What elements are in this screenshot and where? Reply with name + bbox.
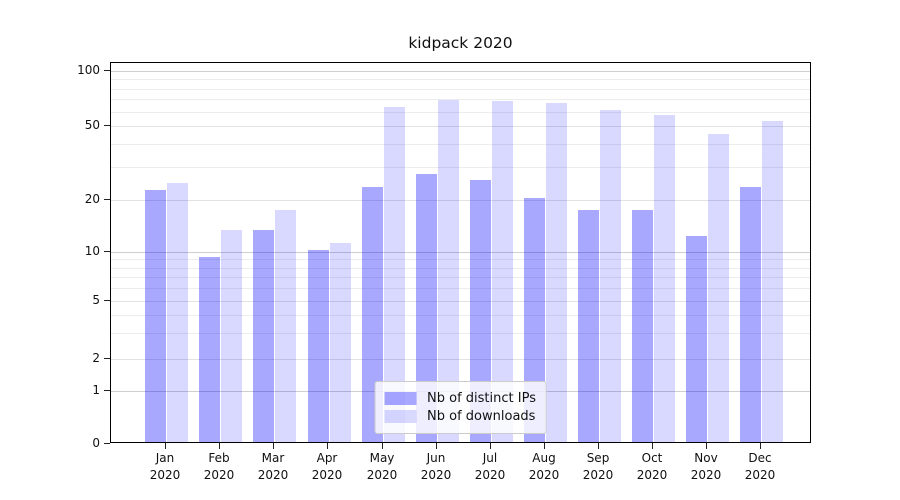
bar-downloads-jan [167, 183, 189, 442]
x-axis-tick-dec [760, 443, 761, 449]
y-axis-tick-label-50: 50 [84, 118, 100, 132]
y-axis-tick-2 [104, 358, 110, 359]
x-axis-tick-nov [706, 443, 707, 449]
bar-distinct-ips-may [361, 186, 383, 442]
x-axis-tick-label-nov: Nov 2020 [690, 451, 722, 482]
gridline-y-90 [111, 79, 810, 80]
legend-label-downloads: Nb of downloads [427, 409, 536, 424]
x-axis-tick-label-jul: Jul 2020 [474, 451, 506, 482]
legend: Nb of distinct IPs Nb of downloads [374, 381, 547, 434]
bar-downloads-aug [545, 103, 567, 442]
x-axis-tick-feb [219, 443, 220, 449]
gridline-y-5 [111, 301, 810, 302]
y-axis-tick-label-20: 20 [84, 192, 100, 206]
x-axis-tick-oct [652, 443, 653, 449]
gridline-y-10 [111, 252, 810, 253]
y-axis-tick-label-0: 0 [92, 436, 100, 450]
bar-downloads-sep [599, 109, 621, 442]
bar-distinct-ips-oct [631, 210, 653, 442]
legend-item-distinct-ips: Nb of distinct IPs [384, 391, 536, 406]
bar-distinct-ips-dec [739, 186, 761, 442]
bar-downloads-feb [221, 230, 243, 442]
gridline-y-7 [111, 277, 810, 278]
legend-label-distinct-ips: Nb of distinct IPs [427, 391, 536, 406]
x-axis-tick-label-jan: Jan 2020 [149, 451, 181, 482]
gridline-y-50 [111, 126, 810, 127]
bar-distinct-ips-mar [253, 230, 275, 442]
bar-distinct-ips-nov [685, 236, 707, 442]
x-axis-tick-label-jun: Jun 2020 [420, 451, 452, 482]
x-axis-tick-label-aug: Aug 2020 [528, 451, 560, 482]
legend-item-downloads: Nb of downloads [384, 409, 536, 424]
bar-downloads-jul [491, 100, 513, 442]
bar-distinct-ips-sep [577, 210, 599, 442]
x-axis-tick-aug [544, 443, 545, 449]
y-axis-tick-100 [104, 70, 110, 71]
gridline-y-3 [111, 333, 810, 334]
x-axis-tick-jul [490, 443, 491, 449]
gridline-y-30 [111, 167, 810, 168]
bar-distinct-ips-apr [307, 250, 329, 442]
gridline-y-2 [111, 359, 810, 360]
legend-swatch-distinct-ips [384, 392, 417, 405]
bar-distinct-ips-feb [199, 257, 221, 442]
x-axis-tick-label-oct: Oct 2020 [636, 451, 668, 482]
y-axis-tick-label-10: 10 [84, 244, 100, 258]
y-axis-tick-label-5: 5 [92, 293, 100, 307]
bar-downloads-dec [761, 120, 783, 442]
y-axis-tick-20 [104, 199, 110, 200]
gridline-y-60 [111, 112, 810, 113]
gridline-y-80 [111, 89, 810, 90]
bar-downloads-apr [329, 242, 351, 442]
bar-downloads-jun [437, 99, 459, 442]
gridline-y-100 [111, 71, 810, 72]
x-axis-tick-apr [327, 443, 328, 449]
x-axis-tick-label-feb: Feb 2020 [203, 451, 235, 482]
x-axis-tick-jan [165, 443, 166, 449]
bar-downloads-nov [707, 134, 729, 442]
bar-downloads-oct [653, 115, 675, 442]
y-axis-tick-50 [104, 125, 110, 126]
gridline-y-6 [111, 288, 810, 289]
y-axis-tick-5 [104, 300, 110, 301]
y-axis-tick-0 [104, 443, 110, 444]
gridline-y-20 [111, 200, 810, 201]
x-axis-tick-label-apr: Apr 2020 [311, 451, 343, 482]
gridline-y-8 [111, 268, 810, 269]
x-axis-tick-mar [273, 443, 274, 449]
bar-downloads-mar [275, 210, 297, 442]
x-axis-tick-label-dec: Dec 2020 [744, 451, 776, 482]
y-axis-tick-10 [104, 251, 110, 252]
plot-area: Nb of distinct IPs Nb of downloads [110, 62, 811, 443]
x-axis-tick-jun [436, 443, 437, 449]
bar-distinct-ips-jul [469, 180, 491, 442]
y-axis-tick-label-2: 2 [92, 351, 100, 365]
bar-distinct-ips-jun [415, 173, 437, 442]
x-axis-tick-sep [598, 443, 599, 449]
x-axis-tick-label-sep: Sep 2020 [582, 451, 614, 482]
chart-title: kidpack 2020 [408, 34, 513, 52]
legend-swatch-downloads [384, 410, 417, 423]
y-axis-tick-label-100: 100 [77, 63, 100, 77]
bar-distinct-ips-jan [145, 190, 167, 442]
gridline-y-9 [111, 259, 810, 260]
x-axis-tick-label-mar: Mar 2020 [257, 451, 289, 482]
gridline-y-4 [111, 315, 810, 316]
x-axis-tick-may [382, 443, 383, 449]
x-axis-tick-label-may: May 2020 [366, 451, 398, 482]
y-axis-tick-1 [104, 390, 110, 391]
bar-downloads-may [383, 106, 405, 442]
gridline-y-70 [111, 99, 810, 100]
gridline-y-40 [111, 144, 810, 145]
y-axis-tick-label-1: 1 [92, 383, 100, 397]
